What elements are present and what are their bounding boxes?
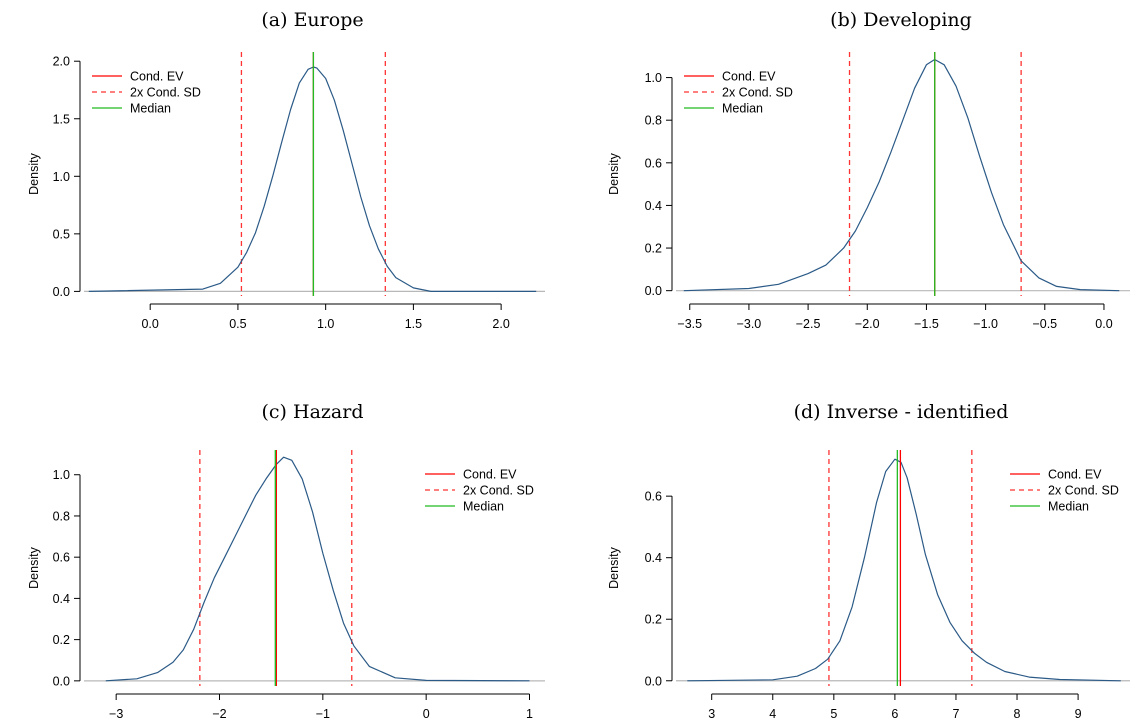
x-axis: 0.0 0.5 1.0 1.5 2.0 [141,303,510,331]
x-tick-label: 9 [1075,707,1082,721]
y-tick-label: 0.4 [645,199,662,213]
x-tick-label: 0.0 [141,317,158,331]
legend-label: Median [722,102,763,116]
x-tick-label: −3.0 [737,317,762,331]
y-axis: 0.0 0.2 0.4 0.6 0.8 1.0 Density [607,71,673,298]
x-axis: 3 4 5 6 7 8 9 [708,693,1082,721]
legend-label: 2x Cond. SD [1048,484,1119,498]
x-tick-label: 7 [952,707,959,721]
legend: Cond. EV 2x Cond. SD Median [1010,468,1119,514]
x-tick-label: −2 [212,707,226,721]
y-tick-label: 0.8 [53,509,70,523]
y-tick-label: 0.4 [645,551,662,565]
legend-label: 2x Cond. SD [463,484,534,498]
x-tick-label: −1 [316,707,330,721]
x-tick-label: 8 [1014,707,1021,721]
x-tick-label: 1.5 [405,317,422,331]
y-tick-label: 0.2 [645,242,662,256]
y-tick-label: 0.6 [53,551,70,565]
x-tick-label: 3 [708,707,715,721]
x-tick-label: 4 [769,707,776,721]
legend-label: Median [130,102,171,116]
chart-title: (d) Inverse - identified [794,401,1009,423]
density-curve [687,458,1121,682]
density-curve [683,58,1120,292]
legend-label: Median [1048,500,1089,514]
y-tick-label: 0.0 [53,674,70,688]
legend-label: Cond. EV [130,70,184,84]
legend-label: 2x Cond. SD [722,86,793,100]
chart-title: (a) Europe [261,9,363,31]
legend: Cond. EV 2x Cond. SD Median [684,70,793,116]
x-tick-label: 1 [526,707,533,721]
chart-panel-4: (d) Inverse - identified 0.0 0.2 0.4 0.6 Dens… [607,401,1130,721]
y-tick-label: 0.0 [645,284,662,298]
y-axis-label: Density [27,546,41,588]
x-tick-label: −1.5 [914,317,939,331]
y-axis: 0.0 0.2 0.4 0.6 Density [607,490,673,688]
chart-title: (c) Hazard [262,401,364,423]
x-tick-label: 5 [830,707,837,721]
y-tick-label: 0.6 [645,490,662,504]
chart-panel-2: (b) Developing 0.0 0.2 0.4 0.6 0.8 1.0 Density −… [607,9,1130,331]
x-tick-label: 0.0 [1095,317,1112,331]
y-axis: 0.0 0.5 1.0 1.5 2.0 Density [27,55,81,299]
x-tick-label: −3 [109,707,123,721]
legend-label: Cond. EV [1048,468,1102,482]
y-tick-label: 0.2 [53,633,70,647]
y-axis-label: Density [607,152,621,194]
x-tick-label: −2.5 [796,317,821,331]
y-tick-label: 2.0 [53,55,70,69]
density-curve [105,456,530,682]
density-curve [88,66,537,292]
y-axis-label: Density [27,152,41,194]
legend-label: 2x Cond. SD [130,86,201,100]
y-tick-label: 0.6 [645,156,662,170]
x-tick-label: −0.5 [1032,317,1057,331]
x-tick-label: −1.0 [973,317,998,331]
x-tick-label: 1.0 [317,317,334,331]
y-axis: 0.0 0.2 0.4 0.6 0.8 1.0 Density [27,468,81,688]
legend: Cond. EV 2x Cond. SD Median [92,70,201,116]
x-tick-label: 2.0 [492,317,509,331]
legend-label: Cond. EV [463,468,517,482]
legend: Cond. EV 2x Cond. SD Median [425,468,534,514]
chart-title: (b) Developing [830,9,972,31]
x-axis: −3 −2 −1 0 1 [109,693,533,721]
x-tick-label: −2.0 [855,317,880,331]
y-axis-label: Density [607,546,621,588]
y-tick-label: 1.0 [53,468,70,482]
x-tick-label: −3.5 [677,317,702,331]
x-axis: −3.5 −3.0 −2.5 −2.0 −1.5 −1.0 −0.5 0.0 [677,303,1113,331]
y-tick-label: 1.0 [53,170,70,184]
legend-label: Cond. EV [722,70,776,84]
x-tick-label: 0 [423,707,430,721]
y-tick-label: 0.2 [645,613,662,627]
y-tick-label: 0.8 [645,114,662,128]
y-tick-label: 0.0 [645,674,662,688]
x-tick-label: 6 [891,707,898,721]
y-tick-label: 1.5 [53,112,70,126]
y-tick-label: 0.5 [53,227,70,241]
chart-panel-1: (a) Europe 0.0 0.5 1.0 1.5 2.0 Density 0.0 0.5 1.… [27,9,545,331]
legend-label: Median [463,500,504,514]
x-tick-label: 0.5 [229,317,246,331]
y-tick-label: 0.4 [53,592,70,606]
y-tick-label: 1.0 [645,71,662,85]
y-tick-label: 0.0 [53,285,70,299]
